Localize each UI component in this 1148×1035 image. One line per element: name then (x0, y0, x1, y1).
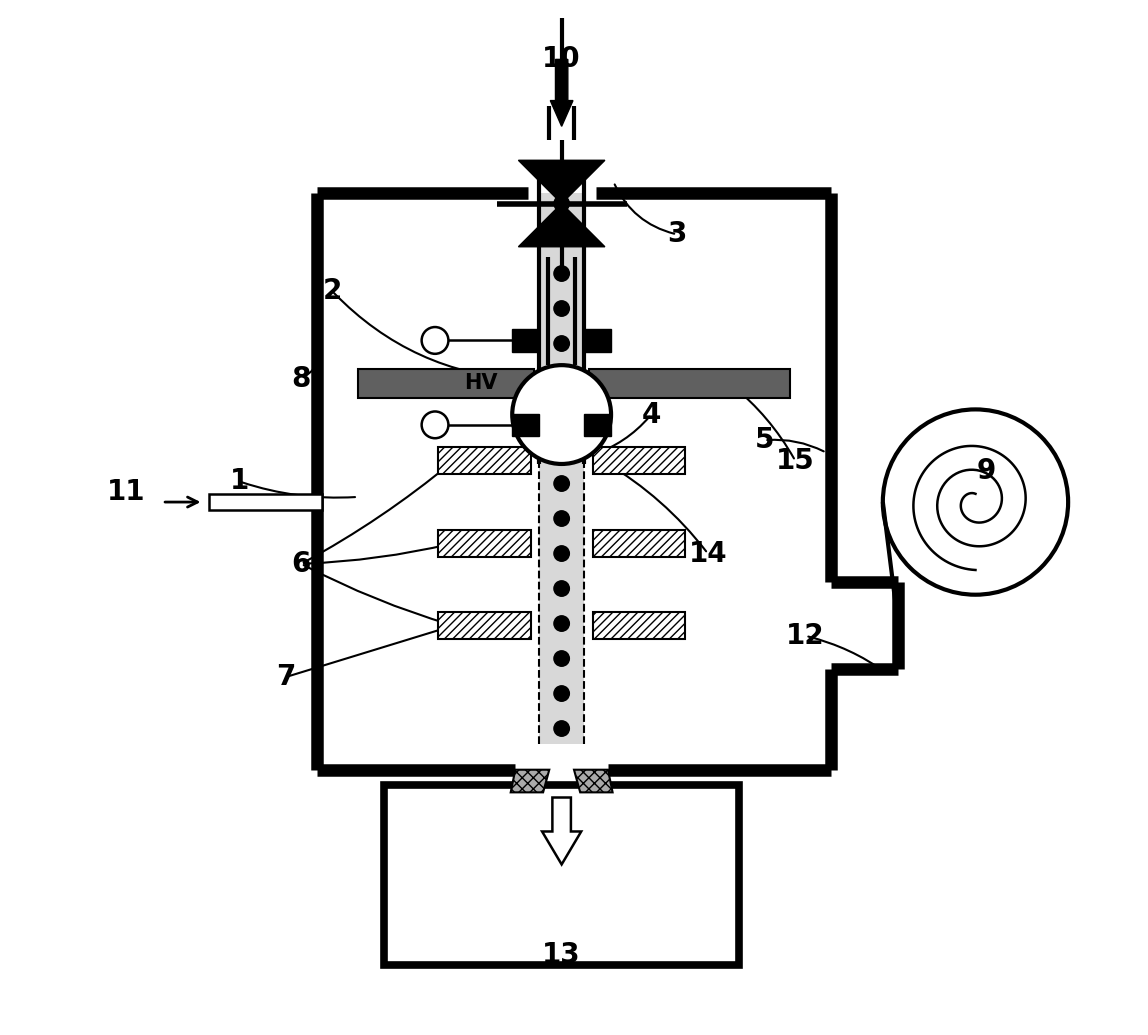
Text: 11: 11 (107, 478, 146, 506)
Circle shape (554, 616, 569, 631)
Bar (592, 613, 685, 639)
Text: 8: 8 (292, 364, 311, 392)
Text: 5: 5 (754, 426, 774, 454)
Text: HV: HV (465, 373, 498, 392)
Text: 15: 15 (776, 447, 815, 475)
Circle shape (883, 410, 1068, 595)
Text: 12: 12 (786, 622, 825, 650)
Text: 2: 2 (323, 277, 342, 305)
Text: 7: 7 (276, 663, 295, 691)
FancyArrow shape (542, 798, 581, 864)
Circle shape (554, 686, 569, 702)
Text: 10: 10 (542, 46, 581, 73)
Bar (439, 613, 530, 639)
Bar (512, 329, 540, 352)
Circle shape (554, 231, 569, 246)
Bar (383, 786, 738, 966)
Circle shape (421, 327, 449, 354)
Circle shape (421, 412, 449, 438)
Circle shape (554, 651, 569, 667)
Text: 6: 6 (292, 550, 311, 578)
Text: 3: 3 (667, 220, 687, 248)
Polygon shape (519, 160, 605, 204)
Circle shape (554, 720, 569, 736)
Bar (540, 194, 584, 744)
Circle shape (554, 441, 569, 456)
Circle shape (554, 406, 569, 421)
Text: 13: 13 (542, 941, 581, 969)
Polygon shape (511, 770, 549, 793)
Text: 1: 1 (230, 468, 249, 496)
Bar (592, 447, 685, 474)
Circle shape (554, 371, 569, 386)
FancyArrow shape (550, 59, 573, 126)
Bar (358, 369, 534, 398)
Bar (589, 369, 790, 398)
Polygon shape (519, 204, 605, 246)
Circle shape (554, 511, 569, 526)
Circle shape (554, 196, 569, 211)
Text: 4: 4 (642, 401, 661, 428)
Circle shape (554, 476, 569, 492)
Circle shape (554, 335, 569, 351)
Circle shape (554, 266, 569, 282)
Text: 14: 14 (689, 539, 727, 567)
Polygon shape (574, 770, 613, 793)
Circle shape (554, 545, 569, 561)
Bar (584, 414, 611, 436)
Bar (209, 494, 321, 510)
Circle shape (554, 301, 569, 317)
Bar (439, 530, 530, 557)
Text: 9: 9 (976, 457, 995, 485)
Circle shape (512, 365, 611, 464)
Bar (439, 447, 530, 474)
Circle shape (554, 581, 569, 596)
Bar (512, 414, 540, 436)
Bar (584, 329, 611, 352)
Bar (592, 530, 685, 557)
